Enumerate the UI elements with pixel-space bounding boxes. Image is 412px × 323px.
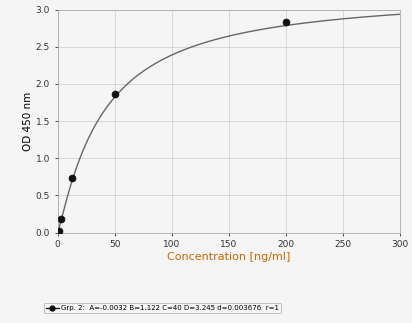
Y-axis label: OD 450 nm: OD 450 nm [23,91,33,151]
Legend: Grp. 2:  A=-0.0032 B=1.122 C=40 D=3.245 d=0.003676  r=1: Grp. 2: A=-0.0032 B=1.122 C=40 D=3.245 d… [44,303,281,313]
X-axis label: Concentration [ng/ml]: Concentration [ng/ml] [167,252,290,262]
